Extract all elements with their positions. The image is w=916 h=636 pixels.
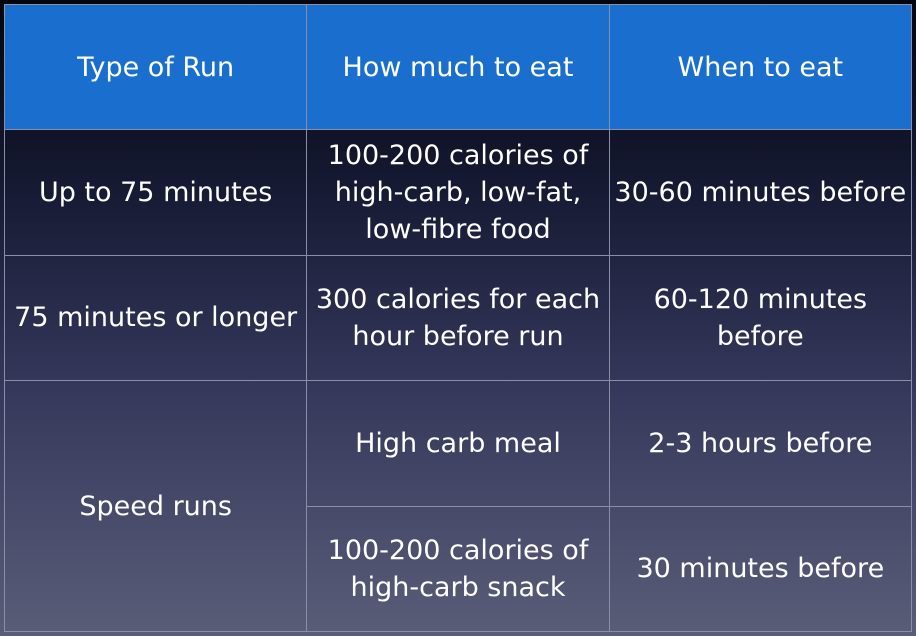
cell-when: 2-3 hours before — [608, 380, 913, 507]
cell-amount: High carb meal — [306, 380, 610, 507]
table-row: Speed runs High carb meal 2-3 hours befo… — [3, 380, 913, 632]
table-row: 75 minutes or longer 300 calories for ea… — [3, 254, 913, 381]
header-type-of-run: Type of Run — [3, 4, 308, 130]
table-row: 100-200 calories of high-carb snack 30 m… — [5, 505, 913, 632]
cell-amount: 100-200 calories of high-carb snack — [306, 505, 610, 632]
table-row: Up to 75 minutes 100-200 calories of hig… — [3, 129, 913, 256]
cell-when: 30 minutes before — [608, 505, 913, 632]
cell-when: 30-60 minutes before — [608, 129, 913, 256]
header-when-to-eat: When to eat — [608, 4, 913, 130]
cell-amount: 300 calories for each hour before run — [306, 254, 610, 381]
cell-amount: 100-200 calories of high-carb, low-fat, … — [306, 129, 610, 256]
header-how-much-to-eat: How much to eat — [306, 4, 610, 130]
cell-type: 75 minutes or longer — [3, 254, 308, 381]
header-row: Type of Run How much to eat When to eat — [3, 4, 913, 130]
running-nutrition-table: Type of Run How much to eat When to eat … — [3, 4, 913, 632]
cell-type: Speed runs — [3, 380, 308, 632]
cell-when: 60-120 minutes before — [608, 254, 913, 381]
cell-type: Up to 75 minutes — [3, 129, 308, 256]
